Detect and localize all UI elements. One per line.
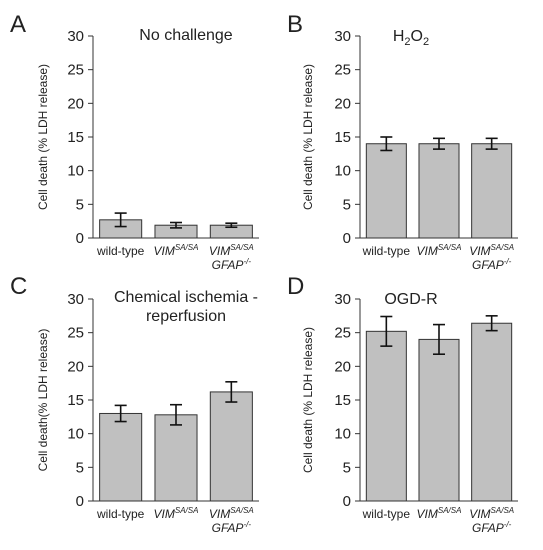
y-tick-label: 25 xyxy=(67,325,84,342)
y-tick-label: 30 xyxy=(334,28,351,45)
x-tick-label: VIMSA/SA GFAP-/- xyxy=(469,243,514,272)
y-tick-label: 20 xyxy=(67,95,84,112)
panel-title: No challenge xyxy=(139,27,233,44)
x-tick-label: VIMSA/SA GFAP-/- xyxy=(209,506,254,535)
panel-title: H2O2 xyxy=(393,28,429,48)
bar xyxy=(418,338,460,502)
y-tick-label: 20 xyxy=(334,95,351,112)
x-tick-label: wild-type xyxy=(96,507,145,521)
panel-label: A xyxy=(10,11,26,38)
bar xyxy=(209,391,253,502)
panel-b: B H2O2 Cell death (% LDH release) 0 5 10 15 20 2… xyxy=(287,11,518,272)
y-axis-label: Cell death(% LDH release) xyxy=(36,329,50,472)
y-tick-label: 15 xyxy=(67,392,84,409)
bar xyxy=(418,143,460,239)
y-axis-label: Cell death (% LDH release) xyxy=(301,327,315,473)
y-tick-label: 5 xyxy=(343,196,351,213)
panel-title: OGD-R xyxy=(384,291,437,308)
panel-c: C Chemical ischemia -reperfusion Cell deat… xyxy=(10,273,259,535)
y-axis-label: Cell death (% LDH release) xyxy=(36,64,50,210)
x-tick-label: wild-type xyxy=(362,507,411,521)
y-tick-label: 0 xyxy=(343,230,351,247)
y-tick-label: 15 xyxy=(334,392,351,409)
x-tick-label: VIMSA/SA xyxy=(417,243,462,258)
y-tick-label: 10 xyxy=(334,163,351,180)
y-tick-label: 10 xyxy=(334,426,351,443)
y-tick-label: 30 xyxy=(334,291,351,308)
x-tick-label: VIMSA/SA xyxy=(154,243,199,258)
y-tick-label: 10 xyxy=(67,163,84,180)
y-tick-label: 30 xyxy=(67,291,84,308)
x-tick-label: VIMSA/SA xyxy=(154,506,199,521)
bar xyxy=(365,330,407,502)
y-tick-label: 25 xyxy=(334,62,351,79)
x-tick-label: VIMSA/SA xyxy=(417,506,462,521)
panel-d: D OGD-R Cell death (% LDH release) 0 5 10 15 20… xyxy=(287,273,518,535)
y-tick-label: 5 xyxy=(76,459,84,476)
x-tick-label: VIMSA/SA GFAP-/- xyxy=(469,506,514,535)
y-tick-label: 25 xyxy=(334,325,351,342)
bar xyxy=(99,412,143,502)
y-tick-label: 0 xyxy=(343,493,351,510)
x-tick-label: wild-type xyxy=(96,244,145,258)
x-tick-label: VIMSA/SA GFAP-/- xyxy=(209,243,254,272)
panel-label: C xyxy=(10,273,27,300)
x-tick-label: wild-type xyxy=(362,244,411,258)
y-tick-label: 30 xyxy=(67,28,84,45)
y-tick-label: 20 xyxy=(334,358,351,375)
panel-title: Chemical ischemia -reperfusion xyxy=(114,289,258,325)
bar xyxy=(365,143,407,239)
bar xyxy=(471,322,513,502)
y-tick-label: 0 xyxy=(76,230,84,247)
panel-label: D xyxy=(287,273,304,300)
y-tick-label: 25 xyxy=(67,62,84,79)
y-tick-label: 5 xyxy=(76,196,84,213)
y-tick-label: 20 xyxy=(67,358,84,375)
y-tick-label: 10 xyxy=(67,426,84,443)
bar xyxy=(471,143,513,239)
y-tick-label: 0 xyxy=(76,493,84,510)
y-tick-label: 15 xyxy=(334,129,351,146)
bar xyxy=(154,414,198,502)
y-axis-label: Cell death (% LDH release) xyxy=(301,64,315,210)
y-tick-label: 15 xyxy=(67,129,84,146)
panel-a: A No challenge Cell death (% LDH release) 0… xyxy=(10,11,259,272)
y-tick-label: 5 xyxy=(343,459,351,476)
panel-label: B xyxy=(287,11,303,38)
